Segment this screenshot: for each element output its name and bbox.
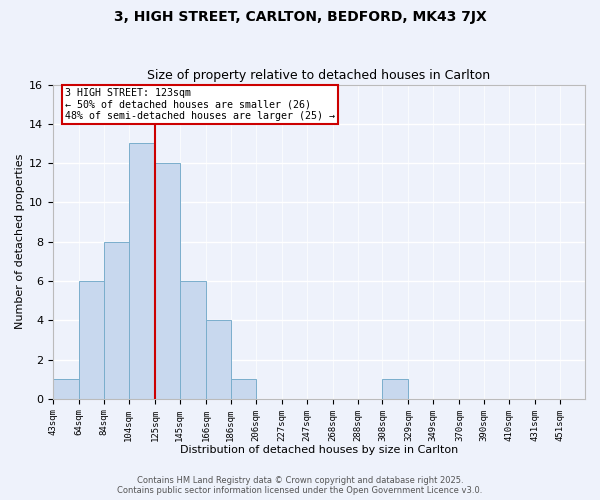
Text: 3, HIGH STREET, CARLTON, BEDFORD, MK43 7JX: 3, HIGH STREET, CARLTON, BEDFORD, MK43 7… (113, 10, 487, 24)
Title: Size of property relative to detached houses in Carlton: Size of property relative to detached ho… (148, 69, 491, 82)
X-axis label: Distribution of detached houses by size in Carlton: Distribution of detached houses by size … (180, 445, 458, 455)
Bar (231, 379, 256, 399)
Bar (206, 320, 231, 399)
Text: 3 HIGH STREET: 123sqm
← 50% of detached houses are smaller (26)
48% of semi-deta: 3 HIGH STREET: 123sqm ← 50% of detached … (65, 88, 335, 120)
Bar (53, 379, 79, 399)
Bar (104, 242, 129, 399)
Bar (180, 281, 206, 399)
Bar (79, 281, 104, 399)
Bar (129, 144, 155, 399)
Text: Contains HM Land Registry data © Crown copyright and database right 2025.
Contai: Contains HM Land Registry data © Crown c… (118, 476, 482, 495)
Y-axis label: Number of detached properties: Number of detached properties (15, 154, 25, 330)
Bar (382, 379, 409, 399)
Bar (155, 163, 180, 399)
